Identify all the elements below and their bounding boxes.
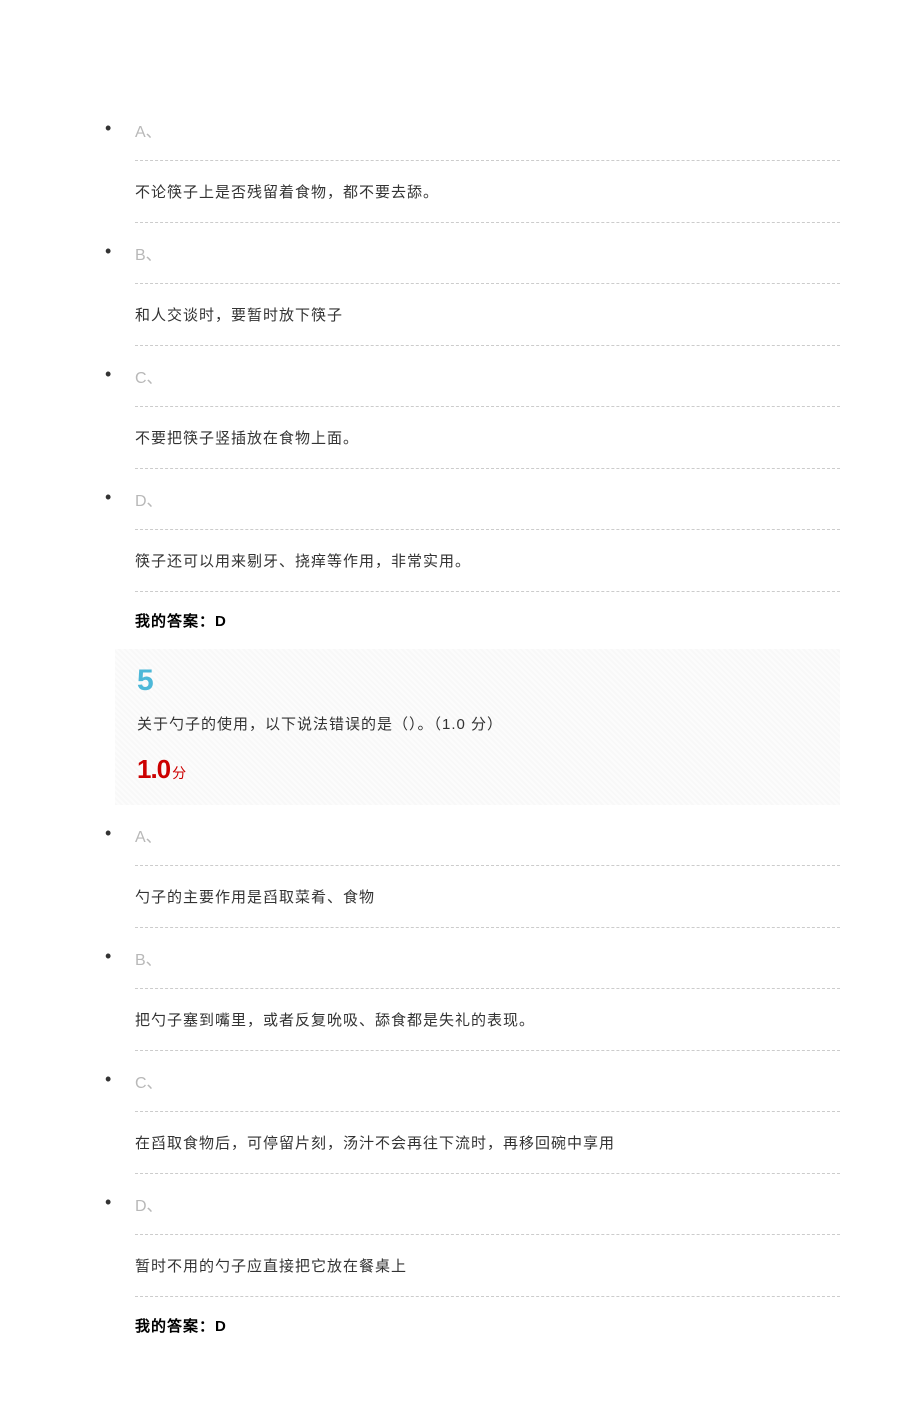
answer-label: 我的答案： (135, 613, 215, 630)
question5-header: 5 关于勺子的使用，以下说法错误的是（）。（1.0 分） 1.0分 (115, 649, 840, 805)
option-label-c: C、 (135, 346, 840, 407)
answer-value: D (215, 613, 227, 630)
score-unit: 分 (172, 765, 186, 781)
option-text-a: 勺子的主要作用是舀取菜肴、食物 (135, 866, 840, 928)
question5-options: A、 勺子的主要作用是舀取菜肴、食物 B、 把勺子塞到嘴里，或者反复吮吸、舔食都… (50, 805, 870, 1297)
option-text-b: 把勺子塞到嘴里，或者反复吮吸、舔食都是失礼的表现。 (135, 989, 840, 1051)
my-answer-q5: 我的答案：D (50, 1297, 870, 1354)
answer-value: D (215, 1318, 227, 1335)
my-answer-q4: 我的答案：D (50, 592, 870, 649)
option-label-d: D、 (135, 1174, 840, 1235)
option-item: D、 筷子还可以用来剔牙、挠痒等作用，非常实用。 (50, 469, 870, 592)
option-label-c: C、 (135, 1051, 840, 1112)
option-text-d: 暂时不用的勺子应直接把它放在餐桌上 (135, 1235, 840, 1297)
option-item: A、 勺子的主要作用是舀取菜肴、食物 (50, 805, 870, 928)
option-item: B、 把勺子塞到嘴里，或者反复吮吸、舔食都是失礼的表现。 (50, 928, 870, 1051)
option-item: D、 暂时不用的勺子应直接把它放在餐桌上 (50, 1174, 870, 1297)
option-text-d: 筷子还可以用来剔牙、挠痒等作用，非常实用。 (135, 530, 840, 592)
question-text: 关于勺子的使用，以下说法错误的是（）。（1.0 分） (137, 713, 820, 734)
answer-label: 我的答案： (135, 1318, 215, 1335)
question4-options: A、 不论筷子上是否残留着食物，都不要去舔。 B、 和人交谈时，要暂时放下筷子 … (50, 100, 870, 592)
option-text-b: 和人交谈时，要暂时放下筷子 (135, 284, 840, 346)
option-item: C、 不要把筷子竖插放在食物上面。 (50, 346, 870, 469)
question-number: 5 (137, 664, 820, 698)
option-item: C、 在舀取食物后，可停留片刻，汤汁不会再往下流时，再移回碗中享用 (50, 1051, 870, 1174)
option-label-d: D、 (135, 469, 840, 530)
option-text-c: 在舀取食物后，可停留片刻，汤汁不会再往下流时，再移回碗中享用 (135, 1112, 840, 1174)
option-text-c: 不要把筷子竖插放在食物上面。 (135, 407, 840, 469)
option-text-a: 不论筷子上是否残留着食物，都不要去舔。 (135, 161, 840, 223)
score-value: 1.0 (137, 754, 170, 784)
option-label-b: B、 (135, 928, 840, 989)
option-label-a: A、 (135, 805, 840, 866)
option-label-b: B、 (135, 223, 840, 284)
option-item: B、 和人交谈时，要暂时放下筷子 (50, 223, 870, 346)
option-label-a: A、 (135, 100, 840, 161)
option-item: A、 不论筷子上是否残留着食物，都不要去舔。 (50, 100, 870, 223)
